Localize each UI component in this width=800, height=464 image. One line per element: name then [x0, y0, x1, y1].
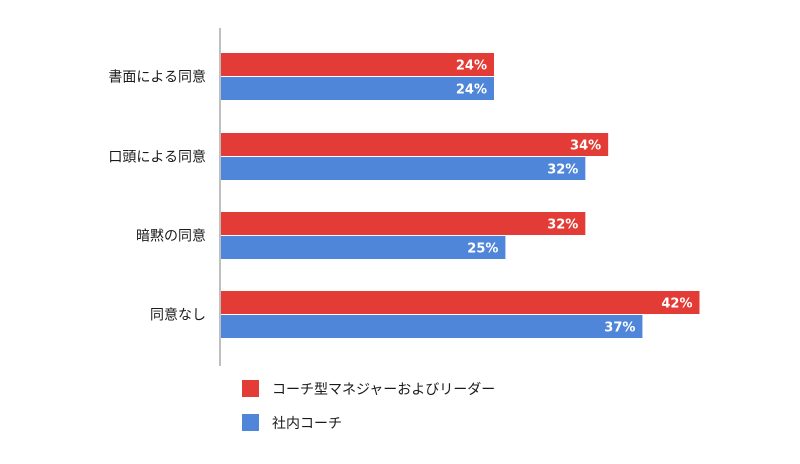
- data-label-2-2: 32%: [547, 163, 578, 178]
- bar-2-1: [220, 77, 494, 100]
- legend-swatch-2: [242, 414, 259, 431]
- data-label-1-4: 42%: [661, 297, 692, 312]
- data-label-1-1: 24%: [456, 59, 487, 74]
- category-label-2: 口頭による同意: [108, 149, 206, 166]
- bar-1-3: [220, 212, 586, 235]
- data-label-1-2: 34%: [570, 139, 601, 154]
- data-label-2-1: 24%: [456, 83, 487, 98]
- bar-1-4: [220, 291, 700, 314]
- data-label-1-3: 32%: [547, 218, 578, 233]
- bar-1-2: [220, 133, 609, 156]
- category-label-3: 暗黙の同意: [136, 228, 206, 245]
- legend-label-2: 社内コーチ: [272, 416, 342, 432]
- bar-1-1: [220, 53, 494, 76]
- legend-label-1: コーチ型マネジャーおよびリーダー: [272, 382, 495, 398]
- data-label-2-4: 37%: [604, 321, 635, 336]
- legend-swatch-1: [242, 380, 259, 397]
- data-label-2-3: 25%: [467, 242, 498, 257]
- category-label-1: 書面による同意: [108, 69, 206, 86]
- bar-2-2: [220, 157, 586, 180]
- bar-2-3: [220, 236, 506, 259]
- category-label-4: 同意なし: [150, 307, 206, 324]
- bar-2-4: [220, 315, 643, 338]
